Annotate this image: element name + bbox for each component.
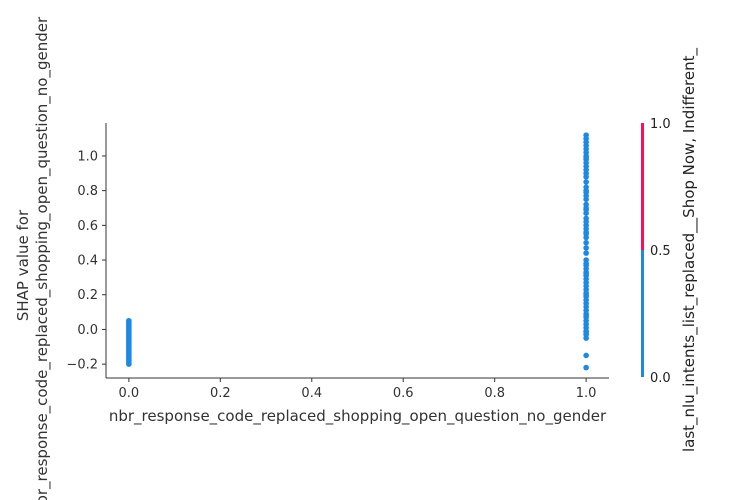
x-tick-label: 0.6 (393, 386, 414, 401)
x-tick-label: 0.4 (301, 386, 322, 401)
y-axis-title-line: SHAP value for (14, 209, 32, 321)
y-axis-ticks: −0.2 0.0 0.2 0.4 0.6 0.8 1.0 (66, 149, 106, 373)
colorbar-low-segment (641, 250, 644, 377)
y-axis-title-line: nbr_response_code_replaced_shopping_open… (33, 16, 52, 500)
data-point (583, 271, 589, 277)
y-tick-label: 0.4 (77, 254, 98, 269)
data-point (583, 173, 589, 180)
data-point (583, 210, 589, 217)
x-tick-label: 0.8 (484, 386, 505, 401)
data-point (583, 154, 589, 161)
data-point (583, 330, 589, 336)
data-point (583, 352, 589, 359)
y-tick-label: 0.6 (77, 219, 98, 234)
data-point (583, 231, 589, 237)
data-point (583, 335, 589, 341)
colorbar: 0.0 0.5 1.0 last_nlu_intents_list_replaced_… (641, 47, 699, 452)
data-point (583, 260, 589, 267)
colorbar-tick-label: 0.0 (650, 371, 671, 386)
x-tick-label: 1.0 (576, 386, 597, 401)
y-tick-label: 0.0 (77, 323, 98, 338)
y-axis-title: SHAP value for nbr_response_code_replaced… (14, 16, 52, 500)
y-tick-label: 0.8 (77, 184, 98, 199)
x-axis-title: nbr_response_code_replaced_shopping_open… (109, 407, 607, 426)
data-point (583, 205, 589, 211)
data-point (583, 167, 589, 173)
x-tick-label: 0.2 (210, 386, 231, 401)
data-point (583, 239, 589, 246)
x-tick-label: 0.0 (119, 386, 140, 401)
axes (105, 123, 609, 379)
colorbar-tick-label: 0.5 (650, 244, 671, 259)
data-point (126, 361, 132, 367)
data-point (583, 187, 589, 194)
data-points (126, 132, 589, 371)
y-tick-label: −0.2 (66, 358, 98, 373)
y-tick-label: 1.0 (77, 149, 98, 164)
data-point (583, 179, 589, 185)
colorbar-label: last_nlu_intents_list_replaced__Shop Now… (680, 47, 699, 452)
y-tick-label: 0.2 (77, 288, 98, 303)
data-point (583, 250, 589, 256)
colorbar-high-segment (641, 123, 644, 250)
data-point (583, 245, 589, 251)
data-point (583, 291, 589, 298)
data-point (583, 196, 589, 203)
x-axis-ticks: 0.0 0.2 0.4 0.6 0.8 1.0 (119, 378, 597, 401)
data-point (583, 312, 589, 319)
data-point (583, 364, 589, 371)
colorbar-tick-label: 1.0 (650, 117, 671, 132)
